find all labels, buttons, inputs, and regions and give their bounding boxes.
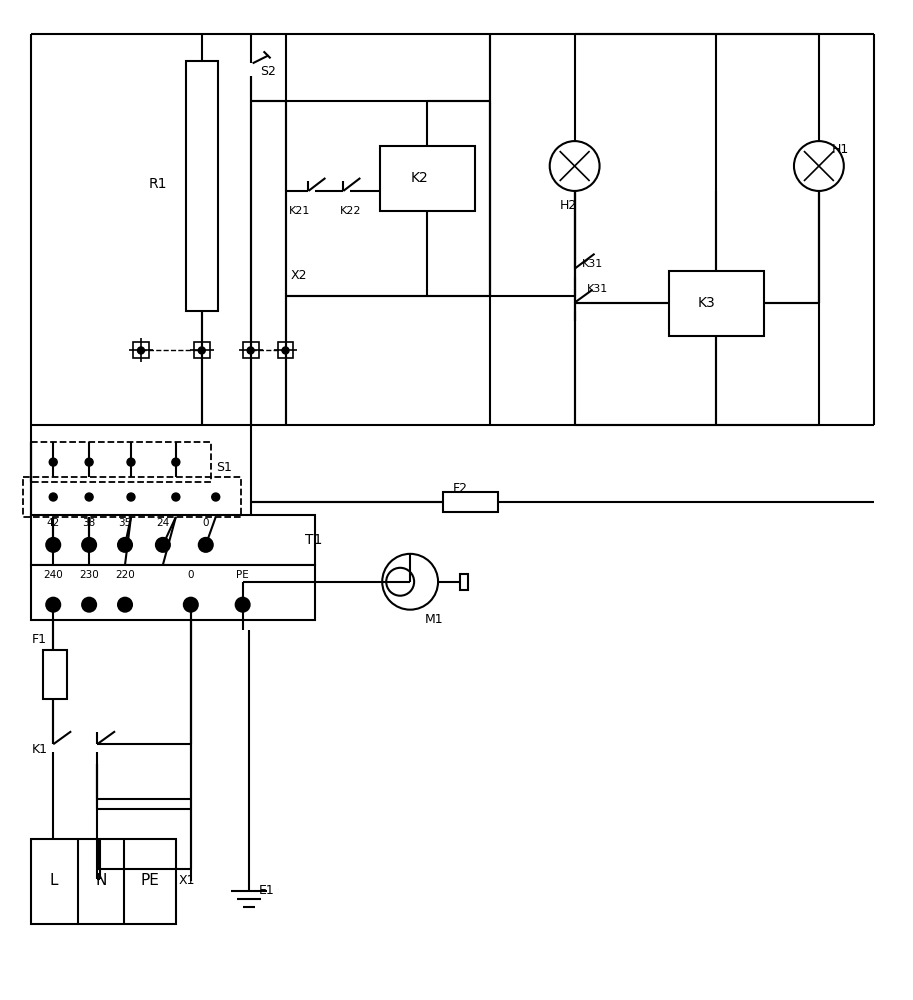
- Circle shape: [47, 598, 60, 612]
- Bar: [186, 61, 217, 311]
- Circle shape: [85, 493, 93, 501]
- Text: 35: 35: [119, 518, 131, 528]
- Text: K3: K3: [698, 296, 715, 310]
- Circle shape: [247, 347, 254, 354]
- Circle shape: [212, 493, 220, 501]
- Bar: [133, 342, 149, 358]
- Circle shape: [383, 554, 438, 610]
- Circle shape: [85, 458, 93, 466]
- Circle shape: [198, 347, 205, 354]
- Bar: [460, 574, 468, 590]
- Text: S2: S2: [260, 65, 277, 78]
- Text: H2: H2: [560, 199, 577, 212]
- Bar: [31, 565, 315, 620]
- Circle shape: [49, 458, 58, 466]
- Text: F1: F1: [31, 633, 47, 646]
- Text: 0: 0: [187, 570, 194, 580]
- Circle shape: [118, 538, 132, 552]
- Bar: [380, 146, 475, 211]
- Bar: [669, 271, 764, 336]
- Text: 0: 0: [203, 518, 209, 528]
- Circle shape: [47, 538, 60, 552]
- Text: L: L: [50, 873, 58, 888]
- Text: 24: 24: [156, 518, 170, 528]
- Bar: [31, 839, 176, 924]
- Circle shape: [199, 538, 213, 552]
- Text: S1: S1: [215, 461, 232, 474]
- Circle shape: [282, 347, 289, 354]
- Bar: [243, 342, 258, 358]
- Text: K1: K1: [31, 743, 47, 756]
- Circle shape: [138, 347, 144, 354]
- Text: K2: K2: [410, 171, 428, 185]
- Text: K21: K21: [289, 206, 310, 216]
- Bar: [194, 342, 210, 358]
- Bar: [43, 650, 68, 699]
- Circle shape: [82, 598, 96, 612]
- Text: 220: 220: [115, 570, 135, 580]
- Text: 230: 230: [79, 570, 99, 580]
- Circle shape: [794, 141, 844, 191]
- Text: N: N: [95, 873, 107, 888]
- Text: PE: PE: [141, 873, 160, 888]
- Circle shape: [172, 458, 180, 466]
- Circle shape: [550, 141, 600, 191]
- Text: X1: X1: [179, 874, 195, 887]
- Circle shape: [127, 493, 135, 501]
- Circle shape: [386, 568, 415, 596]
- Text: PE: PE: [236, 570, 249, 580]
- Text: F2: F2: [453, 482, 468, 495]
- Text: K31: K31: [587, 284, 608, 294]
- Text: X2: X2: [290, 269, 307, 282]
- Text: K31: K31: [582, 259, 603, 269]
- Circle shape: [184, 598, 198, 612]
- Text: 42: 42: [47, 518, 60, 528]
- Circle shape: [118, 598, 132, 612]
- Circle shape: [82, 538, 96, 552]
- Text: 38: 38: [82, 518, 96, 528]
- Bar: [278, 342, 293, 358]
- Text: R1: R1: [149, 177, 167, 191]
- Text: T1: T1: [306, 533, 323, 547]
- Bar: [443, 492, 498, 512]
- Bar: [31, 515, 315, 565]
- Circle shape: [172, 493, 180, 501]
- Circle shape: [156, 538, 170, 552]
- Text: 240: 240: [43, 570, 63, 580]
- Text: K22: K22: [341, 206, 362, 216]
- Circle shape: [236, 598, 249, 612]
- Circle shape: [127, 458, 135, 466]
- Circle shape: [49, 493, 58, 501]
- Text: M1: M1: [425, 613, 444, 626]
- Text: H1: H1: [832, 143, 849, 156]
- Text: E1: E1: [258, 884, 274, 897]
